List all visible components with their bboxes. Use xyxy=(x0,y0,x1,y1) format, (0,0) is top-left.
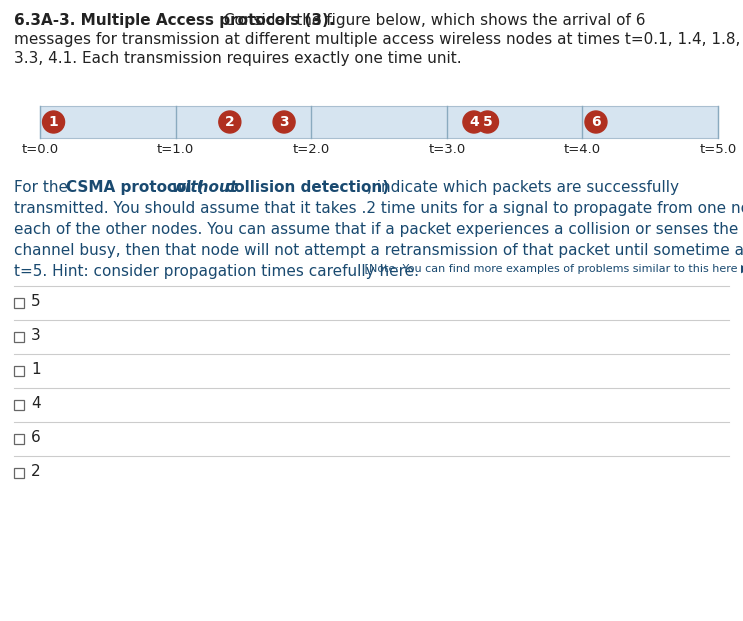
Text: t=3.0: t=3.0 xyxy=(428,143,465,156)
Circle shape xyxy=(42,111,65,133)
Text: 4: 4 xyxy=(31,396,41,412)
FancyBboxPatch shape xyxy=(40,106,718,138)
FancyBboxPatch shape xyxy=(14,298,24,308)
Circle shape xyxy=(219,111,241,133)
Text: 4: 4 xyxy=(469,115,478,129)
Text: messages for transmission at different multiple access wireless nodes at times t: messages for transmission at different m… xyxy=(14,32,743,47)
FancyBboxPatch shape xyxy=(14,468,24,478)
Text: 5: 5 xyxy=(31,294,41,309)
Text: each of the other nodes. You can assume that if a packet experiences a collision: each of the other nodes. You can assume … xyxy=(14,222,739,237)
Text: t=5. Hint: consider propagation times carefully here.: t=5. Hint: consider propagation times ca… xyxy=(14,264,419,279)
Text: channel busy, then that node will not attempt a retransmission of that packet un: channel busy, then that node will not at… xyxy=(14,243,743,258)
Text: 2: 2 xyxy=(225,115,235,129)
Text: t=5.0: t=5.0 xyxy=(699,143,736,156)
Text: collision detection): collision detection) xyxy=(221,180,389,195)
Text: [Note: You can find more examples of problems similar to this here ▶.]: [Note: You can find more examples of pro… xyxy=(361,264,743,274)
Text: 3.3, 4.1. Each transmission requires exactly one time unit.: 3.3, 4.1. Each transmission requires exa… xyxy=(14,51,461,66)
FancyBboxPatch shape xyxy=(14,332,24,342)
Text: 6: 6 xyxy=(591,115,601,129)
Text: transmitted. You should assume that it takes .2 time units for a signal to propa: transmitted. You should assume that it t… xyxy=(14,201,743,216)
Text: 3: 3 xyxy=(279,115,289,129)
Circle shape xyxy=(476,111,499,133)
Text: CSMA protocol (: CSMA protocol ( xyxy=(66,180,204,195)
Text: t=4.0: t=4.0 xyxy=(564,143,601,156)
Text: Consider the figure below, which shows the arrival of 6: Consider the figure below, which shows t… xyxy=(219,13,646,28)
Circle shape xyxy=(463,111,485,133)
FancyBboxPatch shape xyxy=(14,400,24,410)
Text: 6.3A-3. Multiple Access protocols (3).: 6.3A-3. Multiple Access protocols (3). xyxy=(14,13,334,28)
Text: For the: For the xyxy=(14,180,73,195)
Circle shape xyxy=(273,111,295,133)
Text: 1: 1 xyxy=(49,115,59,129)
Text: 3: 3 xyxy=(31,329,41,343)
Text: 1: 1 xyxy=(31,363,41,378)
Text: 6: 6 xyxy=(31,430,41,445)
Text: 5: 5 xyxy=(483,115,493,129)
FancyBboxPatch shape xyxy=(14,434,24,444)
FancyBboxPatch shape xyxy=(14,366,24,376)
Text: t=0.0: t=0.0 xyxy=(22,143,59,156)
Text: 2: 2 xyxy=(31,465,41,479)
Text: , indicate which packets are successfully: , indicate which packets are successfull… xyxy=(367,180,679,195)
Text: t=1.0: t=1.0 xyxy=(157,143,194,156)
Text: without: without xyxy=(172,180,238,195)
Text: t=2.0: t=2.0 xyxy=(293,143,330,156)
Circle shape xyxy=(585,111,607,133)
